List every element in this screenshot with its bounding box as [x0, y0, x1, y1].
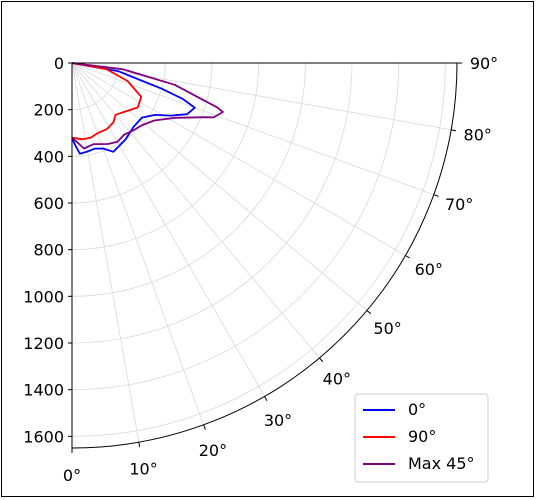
radial-tick-label: 600: [33, 194, 64, 213]
radial-tick-label: 200: [33, 101, 64, 120]
angle-tick: [366, 310, 372, 315]
legend: 0° 90° Max 45°: [354, 393, 489, 483]
angle-tick-label: 50°: [373, 319, 401, 338]
radial-gridline: [71, 62, 260, 251]
series-lines: [71, 62, 224, 155]
radial-gridline: [71, 62, 446, 437]
radial-tick-label: 400: [33, 147, 64, 166]
angle-tick-label: 40°: [323, 370, 351, 389]
angular-gridline: [71, 62, 406, 256]
series-line: [71, 62, 196, 155]
angular-gridline: [71, 62, 452, 131]
radial-gridline: [71, 62, 213, 204]
angle-tick: [264, 396, 268, 401]
legend-box: [354, 393, 489, 483]
radial-gridline: [71, 62, 353, 344]
angle-tick: [138, 442, 141, 448]
legend-item: 90°: [363, 427, 436, 446]
legend-item: Max 45°: [363, 454, 475, 473]
angular-gridline: [71, 62, 140, 443]
outer-arc-spine: [71, 62, 458, 449]
angular-gridline: [71, 62, 205, 425]
radial-tick-label: 0: [54, 54, 64, 73]
series-line: [71, 62, 224, 150]
angular-gridline: [71, 62, 368, 311]
angle-tick: [203, 424, 206, 430]
angle-tick: [319, 357, 324, 363]
axes: [68, 62, 462, 453]
radial-gridline: [71, 62, 306, 297]
angle-tick-label: 80°: [464, 126, 492, 145]
polar-grid: [71, 62, 452, 443]
legend-label: Max 45°: [408, 454, 475, 473]
radial-tick-label: 800: [33, 241, 64, 260]
legend-item: 0°: [363, 400, 426, 419]
angle-tick-label: 0°: [63, 466, 81, 485]
series-line: [71, 62, 143, 141]
angle-tick-label: 70°: [445, 195, 473, 214]
angle-tick: [405, 255, 410, 259]
angular-gridline: [71, 62, 320, 359]
radial-tick-label: 1200: [23, 334, 64, 353]
angle-tick-label: 90°: [470, 54, 498, 73]
angular-gridline: [71, 62, 265, 397]
radial-gridline: [71, 62, 400, 391]
angle-tick: [451, 129, 457, 132]
angular-gridline: [71, 62, 434, 196]
radial-tick-label: 1600: [23, 427, 64, 446]
legend-label: 90°: [408, 427, 436, 446]
angle-tick: [433, 194, 439, 197]
radial-tick-label: 1400: [23, 381, 64, 400]
legend-label: 0°: [408, 400, 426, 419]
angle-tick-label: 60°: [415, 260, 443, 279]
angle-tick-label: 10°: [129, 460, 157, 479]
angle-tick-label: 20°: [199, 441, 227, 460]
angle-tick-label: 30°: [264, 411, 292, 430]
tick-labels: 0 200 400 600 800 1000 1200 1400 1600 0° 10° 20° 30°…: [23, 54, 498, 485]
radial-tick-label: 1000: [23, 287, 64, 306]
